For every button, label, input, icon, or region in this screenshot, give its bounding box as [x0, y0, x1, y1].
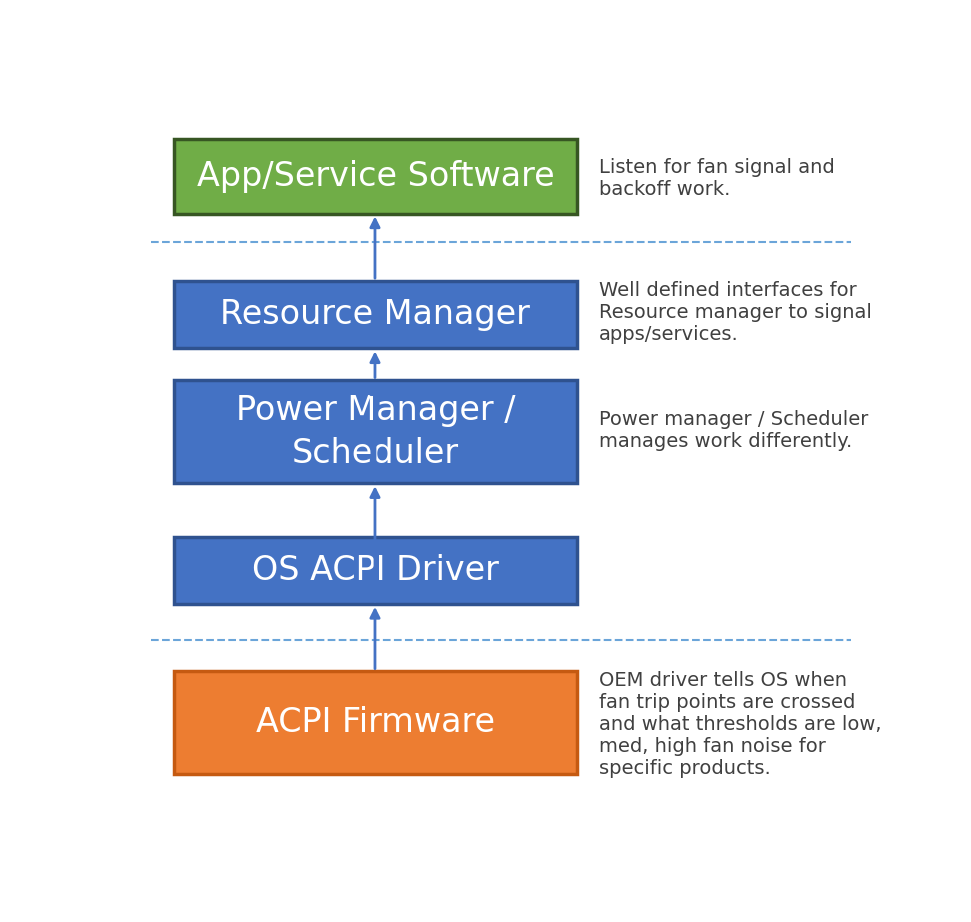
Text: OS ACPI Driver: OS ACPI Driver — [251, 554, 499, 586]
Text: Listen for fan signal and
backoff work.: Listen for fan signal and backoff work. — [599, 158, 835, 198]
Text: Power Manager /
Scheduler: Power Manager / Scheduler — [236, 394, 515, 470]
Text: Power manager / Scheduler
manages work differently.: Power manager / Scheduler manages work d… — [599, 409, 869, 451]
FancyBboxPatch shape — [174, 381, 577, 483]
FancyBboxPatch shape — [174, 537, 577, 604]
Text: OEM driver tells OS when
fan trip points are crossed
and what thresholds are low: OEM driver tells OS when fan trip points… — [599, 671, 882, 778]
Text: Resource Manager: Resource Manager — [220, 298, 530, 331]
FancyBboxPatch shape — [174, 139, 577, 214]
FancyBboxPatch shape — [174, 281, 577, 349]
Text: App/Service Software: App/Service Software — [196, 160, 554, 193]
FancyBboxPatch shape — [174, 671, 577, 774]
Text: Well defined interfaces for
Resource manager to signal
apps/services.: Well defined interfaces for Resource man… — [599, 281, 872, 345]
Text: ACPI Firmware: ACPI Firmware — [255, 706, 495, 739]
